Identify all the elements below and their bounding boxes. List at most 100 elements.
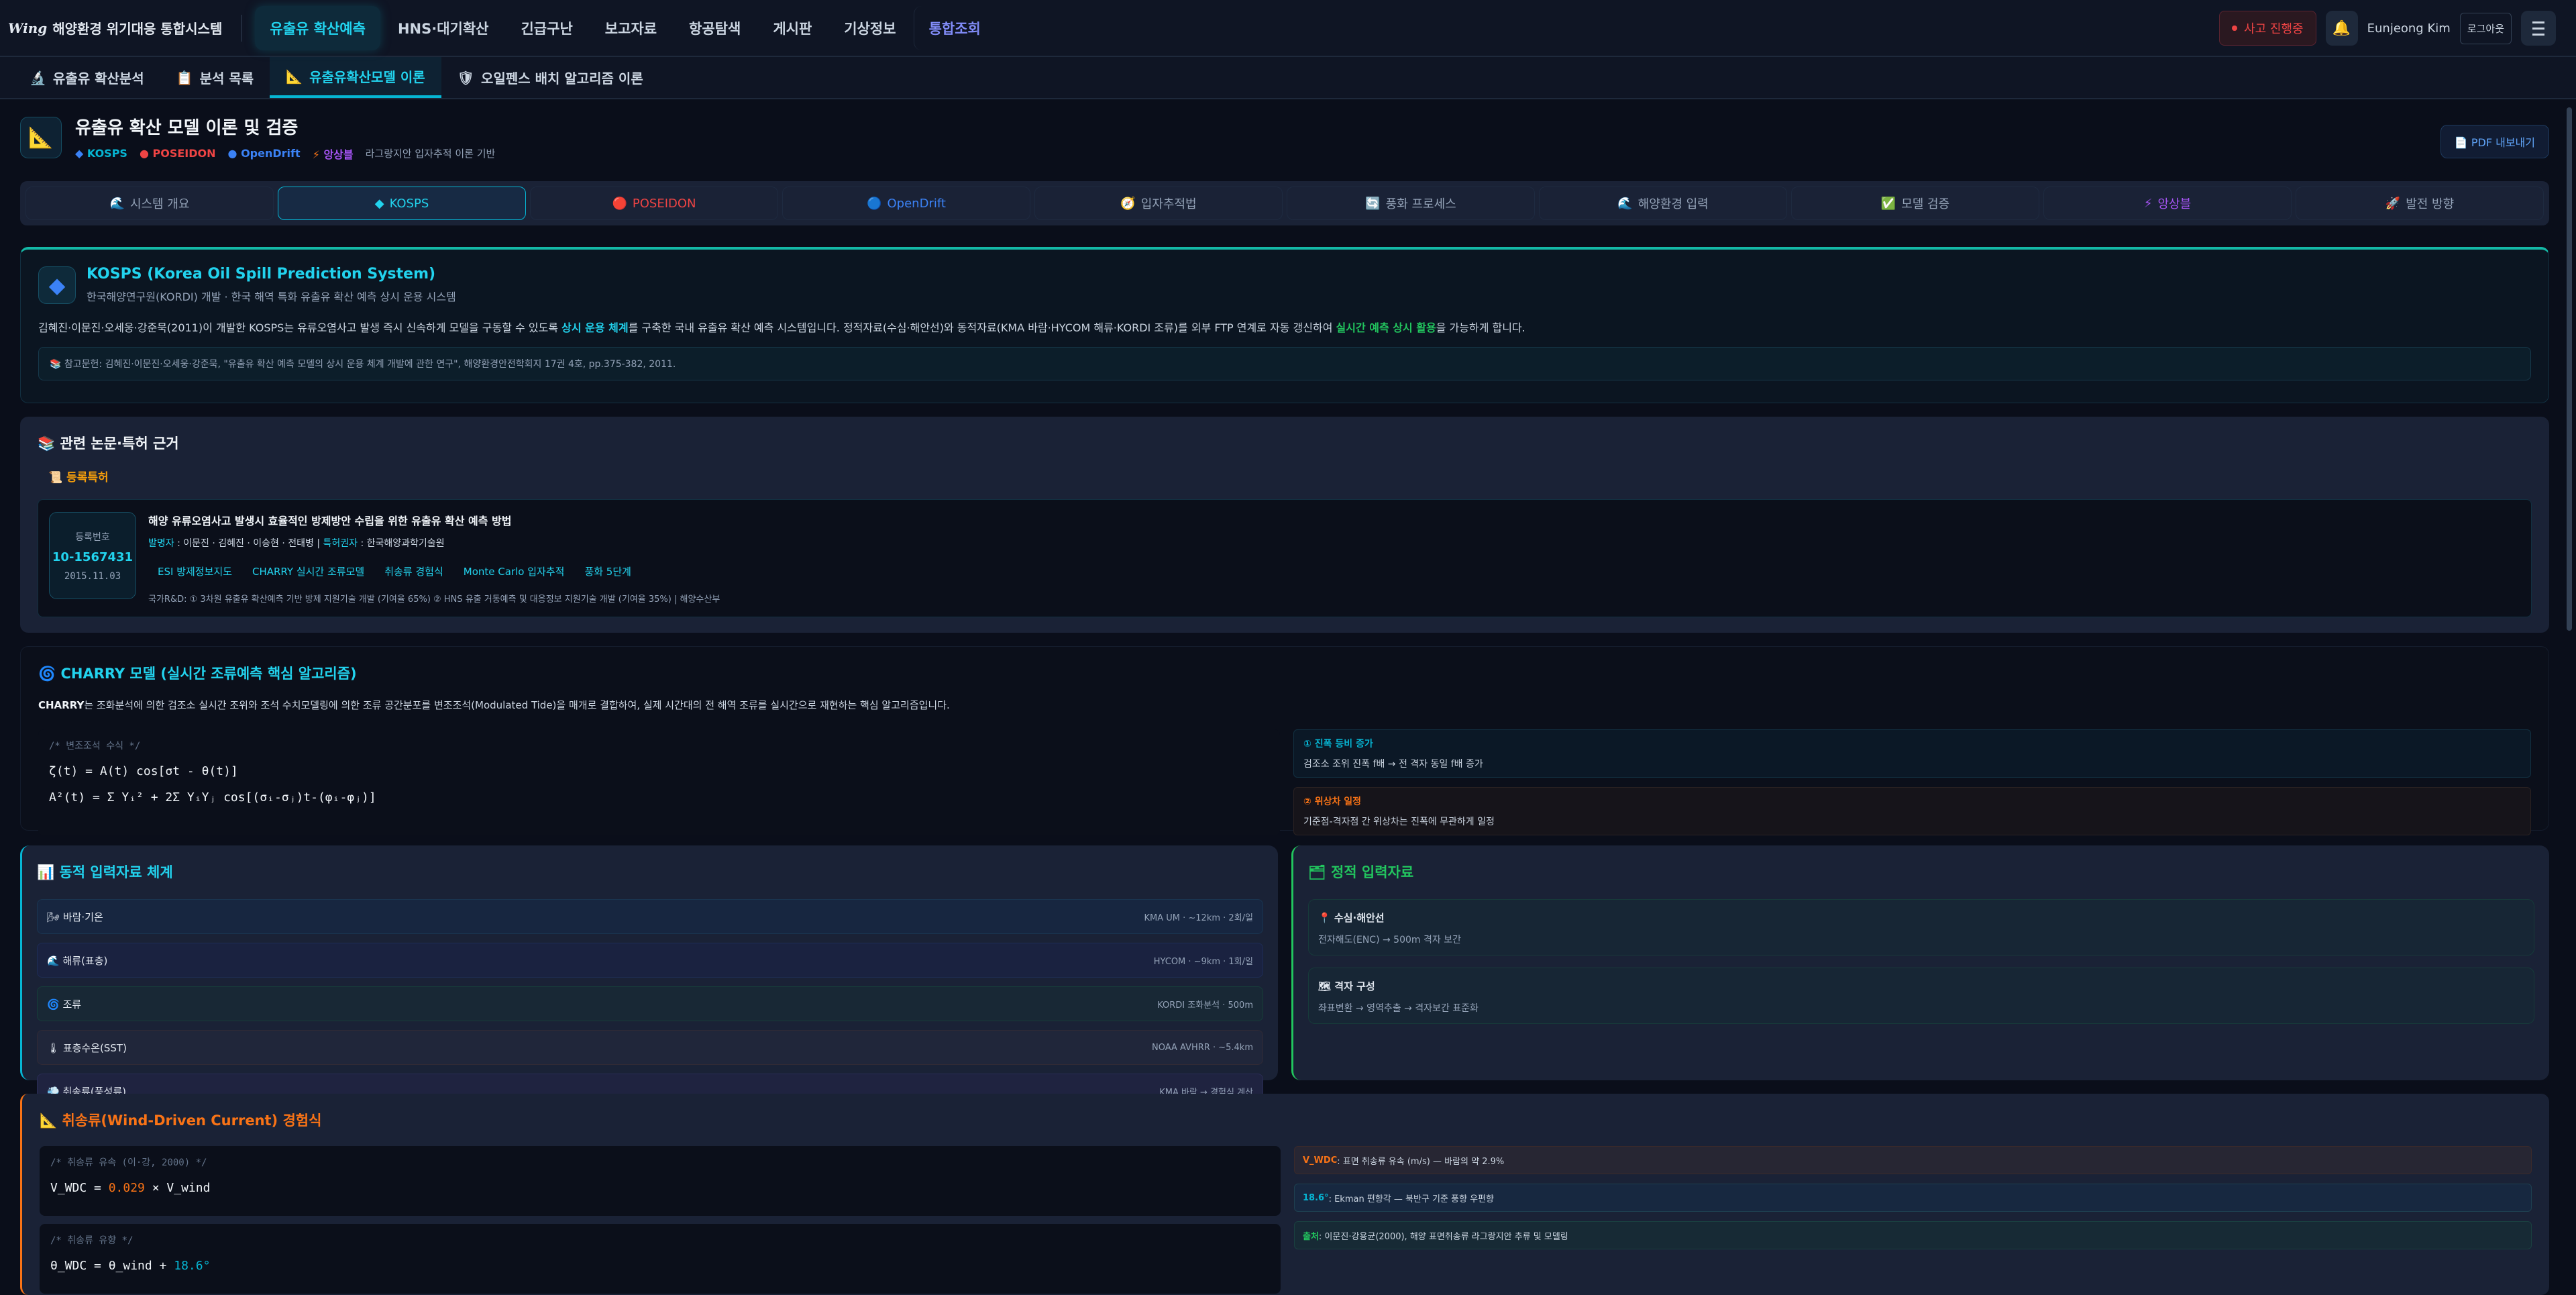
tab-label: KOSPS xyxy=(389,196,429,211)
patent-title: 해양 유류오염사고 발생시 효율적인 방제방안 수립을 위한 유출유 확산 예측… xyxy=(148,515,512,527)
tab-ensemble[interactable]: ⚡ 앙상블 xyxy=(2043,187,2292,220)
page-title: 유출유 확산 모델 이론 및 검증 xyxy=(75,117,299,138)
bell-icon[interactable]: 🔔 xyxy=(2325,11,2358,46)
eq-coefficient: 0.029 xyxy=(108,1181,145,1195)
tab-icon: 🌊 xyxy=(1617,196,1633,211)
app-logo[interactable]: Wing 해양환경 위기대응 통합시스템 xyxy=(8,14,242,42)
hamburger-menu-icon[interactable] xyxy=(2521,11,2556,46)
equation: A²(t) = Σ Yᵢ² + 2Σ YᵢYⱼ cos[(σᵢ-σⱼ)t-(φᵢ… xyxy=(49,790,376,805)
tab-label: 모델 검증 xyxy=(1901,197,1950,211)
charry-formula: /* 변조조석 수식 */ ζ(t) = A(t) cos[σt - θ(t)]… xyxy=(38,729,1280,835)
dynamic-input-row: 🌡 표층수온(SST) NOAA AVHRR · ~5.4km xyxy=(37,1030,1263,1065)
tab-icon: 🌊 xyxy=(109,196,125,211)
note-key: 출처 xyxy=(1303,1231,1319,1242)
shield-icon: 🛡 xyxy=(457,69,475,86)
item-title: 🗺 격자 구성 xyxy=(1318,980,1375,992)
diamond-icon: ◆ xyxy=(38,266,76,304)
badge-poseidon: ● POSEIDON xyxy=(140,147,216,160)
charry-description: CHARRY는 조화분석에 의한 검조소 실시간 조위와 조석 수치모델링에 의… xyxy=(38,698,2531,712)
tab-weathering[interactable]: 🔄 풍화 프로세스 xyxy=(1287,187,1535,220)
kosps-title: KOSPS (Korea Oil Spill Prediction System… xyxy=(87,266,436,282)
triangle-ruler-icon: 📐 xyxy=(20,117,62,158)
subnav-model-theory[interactable]: 📐 유출유확산모델 이론 xyxy=(270,57,441,98)
row-value: HYCOM · ~9km · 1회/일 xyxy=(1153,956,1253,967)
equation: θ_WDC = θ_wind + 18.6° xyxy=(50,1259,1270,1273)
tab-future[interactable]: 🚀 발전 방향 xyxy=(2296,187,2544,220)
incident-status-button[interactable]: 사고 진행중 xyxy=(2219,11,2316,46)
static-input-card: 🗂 정적 입력자료 📍 수심·해안선 전자해도(ENC) → 500m 격자 보간… xyxy=(1291,845,2549,1080)
tab-label: 해양환경 입력 xyxy=(1638,197,1709,211)
tab-icon: ⚡ xyxy=(2143,196,2153,211)
patent-label: 📜 등록특허 xyxy=(48,471,109,484)
text: 를 구축한 국내 유출유 확산 예측 시스템입니다. 정적자료(수심·해안선)와… xyxy=(628,321,1336,334)
wind-speed-formula: /* 취송류 유속 (이·강, 2000) */ V_WDC = 0.029 × … xyxy=(40,1146,1281,1216)
dynamic-input-row: 🌀 조류 KORDI 조화분석 · 500m xyxy=(37,986,1263,1021)
row-label: 🌀 조류 xyxy=(47,997,81,1011)
tab-icon: 🔄 xyxy=(1365,196,1381,211)
tab-opendrift[interactable]: 🔵 OpenDrift xyxy=(782,187,1030,220)
reg-date: 2015.11.03 xyxy=(64,570,121,582)
menu-rescue[interactable]: 긴급구난 xyxy=(521,20,573,37)
tab-icon: 🚀 xyxy=(2385,196,2401,211)
kosps-reference: 📚 참고문헌: 김혜진·이문진·오세웅·강준묵, "유출유 확산 예측 모델의 … xyxy=(38,347,2531,380)
scrollbar[interactable] xyxy=(2567,107,2572,631)
tab-validation[interactable]: ✅ 모델 검증 xyxy=(1791,187,2039,220)
tab-kosps[interactable]: ◆ KOSPS xyxy=(278,187,526,220)
menu-aerial[interactable]: 항공탐색 xyxy=(689,20,741,37)
subnav-label: 오일펜스 배치 알고리즘 이론 xyxy=(481,70,643,87)
menu-reports[interactable]: 보고자료 xyxy=(604,20,657,37)
holder-label: 특허권자 xyxy=(323,538,358,549)
text: 을 가능하게 합니다. xyxy=(1436,321,1525,334)
menu-oil-spill[interactable]: 유출유 확산예측 xyxy=(255,5,380,50)
model-badges: ◆ KOSPS ● POSEIDON ● OpenDrift ⚡ 앙상블 라그랑… xyxy=(75,146,495,162)
row-icon: 🌡 xyxy=(47,1041,60,1054)
text: 김혜진·이문진·오세웅·강준묵(2011)이 개발한 KOSPS는 유류오염사고… xyxy=(38,321,562,334)
tag: 풍화 5단계 xyxy=(584,566,631,578)
eq-part: θ_WDC = θ_wind + xyxy=(50,1259,174,1273)
menu-weather[interactable]: 기상정보 xyxy=(844,20,896,37)
tab-icon: ✅ xyxy=(1880,196,1896,211)
tab-label: POSEIDON xyxy=(632,196,696,211)
logo-mark: Wing xyxy=(8,19,48,36)
note-body: 검조소 조위 진폭 f배 → 전 격자 동일 f배 증가 xyxy=(1303,759,1483,770)
tab-icon: 🔵 xyxy=(867,196,882,211)
incident-label: 사고 진행중 xyxy=(2244,22,2304,36)
subnav-oil-fence[interactable]: 🛡 오일펜스 배치 알고리즘 이론 xyxy=(441,57,659,98)
note-text: : Ekman 편향각 — 북반구 기준 풍향 우편향 xyxy=(1328,1194,1494,1204)
dynamic-title: 📊 동적 입력자료 체계 xyxy=(37,864,173,880)
eq-part: V_WDC = xyxy=(50,1181,109,1195)
static-title: 🗂 정적 입력자료 xyxy=(1308,864,1414,880)
tab-icon: ◆ xyxy=(374,196,384,211)
tag: Monte Carlo 입자추적 xyxy=(463,566,565,578)
wind-direction-formula: /* 취송류 유향 */ θ_WDC = θ_wind + 18.6° xyxy=(40,1224,1281,1294)
page-header: 📐 유출유 확산 모델 이론 및 검증 ◆ KOSPS ● POSEIDON ●… xyxy=(20,101,2549,174)
user-name: Eunjeong Kim xyxy=(2367,21,2451,36)
row-name: 해류(표층) xyxy=(62,954,108,967)
diamond-icon: ◆ xyxy=(75,147,84,160)
main-menu: 유출유 확산예측 HNS·대기확산 긴급구난 보고자료 항공탐색 게시판 기상정… xyxy=(255,5,996,50)
pdf-export-button[interactable]: 📄 PDF 내보내기 xyxy=(2440,125,2549,158)
app-title: 해양환경 위기대응 통합시스템 xyxy=(52,21,223,37)
logout-button[interactable]: 로그아웃 xyxy=(2459,12,2512,44)
subnav-oil-analysis[interactable]: 🔬 유출유 확산분석 xyxy=(13,57,160,98)
subnav-analysis-list[interactable]: 📋 분석 목록 xyxy=(160,57,270,98)
row-name: 표층수온(SST) xyxy=(62,1041,127,1054)
code-comment: /* 변조조석 수식 */ xyxy=(49,741,141,752)
tag: ESI 방제정보지도 xyxy=(158,566,232,578)
highlight: 상시 운용 체계 xyxy=(561,321,629,334)
tab-particle-tracking[interactable]: 🧭 입자추적법 xyxy=(1034,187,1283,220)
menu-board[interactable]: 게시판 xyxy=(773,20,812,37)
tab-overview[interactable]: 🌊 시스템 개요 xyxy=(25,187,274,220)
note-title: ① 진폭 등비 증가 xyxy=(1303,739,1373,749)
row-icon: 🌊 xyxy=(47,954,60,967)
tab-poseidon[interactable]: 🔴 POSEIDON xyxy=(530,187,778,220)
tab-label: 입자추적법 xyxy=(1140,197,1197,211)
code-comment: /* 취송류 유향 */ xyxy=(50,1235,133,1246)
lightning-icon: ⚡ xyxy=(312,148,320,161)
tab-ocean-input[interactable]: 🌊 해양환경 입력 xyxy=(1539,187,1787,220)
menu-hns[interactable]: HNS·대기확산 xyxy=(397,20,489,37)
inventor-label: 발명자 xyxy=(148,538,174,549)
papers-card: 📚 관련 논문·특허 근거 📜 등록특허 등록번호 10-1567431 201… xyxy=(20,417,2549,633)
menu-integrated[interactable]: 통합조회 xyxy=(913,5,996,50)
